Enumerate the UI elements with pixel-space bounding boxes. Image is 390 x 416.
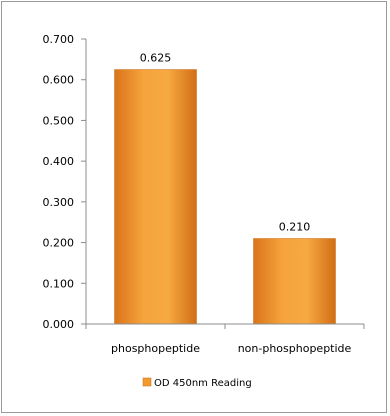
y-tick-label: 0.200 [43,237,75,250]
y-tick-label: 0.000 [43,318,75,331]
y-tick-label: 0.300 [43,196,75,209]
y-axis: 0.000 0.100 0.200 0.300 0.400 0.500 0.600 0.700 [43,33,87,331]
x-category-label: non-phosphopeptide [238,342,352,355]
data-label: 0.625 [140,52,172,65]
legend-swatch [142,377,152,387]
data-label: 0.210 [279,221,311,234]
bar-phosphopeptide [114,69,197,325]
x-axis: phosphopeptide non-phosphopeptide [85,323,365,355]
x-category-label: phosphopeptide [111,342,200,355]
y-tick-label: 0.400 [43,155,75,168]
bar-non-phosphopeptide [253,238,336,325]
y-tick-label: 0.100 [43,277,75,290]
y-tick-label: 0.600 [43,74,75,87]
y-tick-label: 0.700 [43,33,75,46]
y-tick-label: 0.500 [43,114,75,127]
legend-label: OD 450nm Reading [154,378,252,389]
bars: 0.625 0.210 [114,52,336,325]
legend: OD 450nm Reading [142,377,252,389]
